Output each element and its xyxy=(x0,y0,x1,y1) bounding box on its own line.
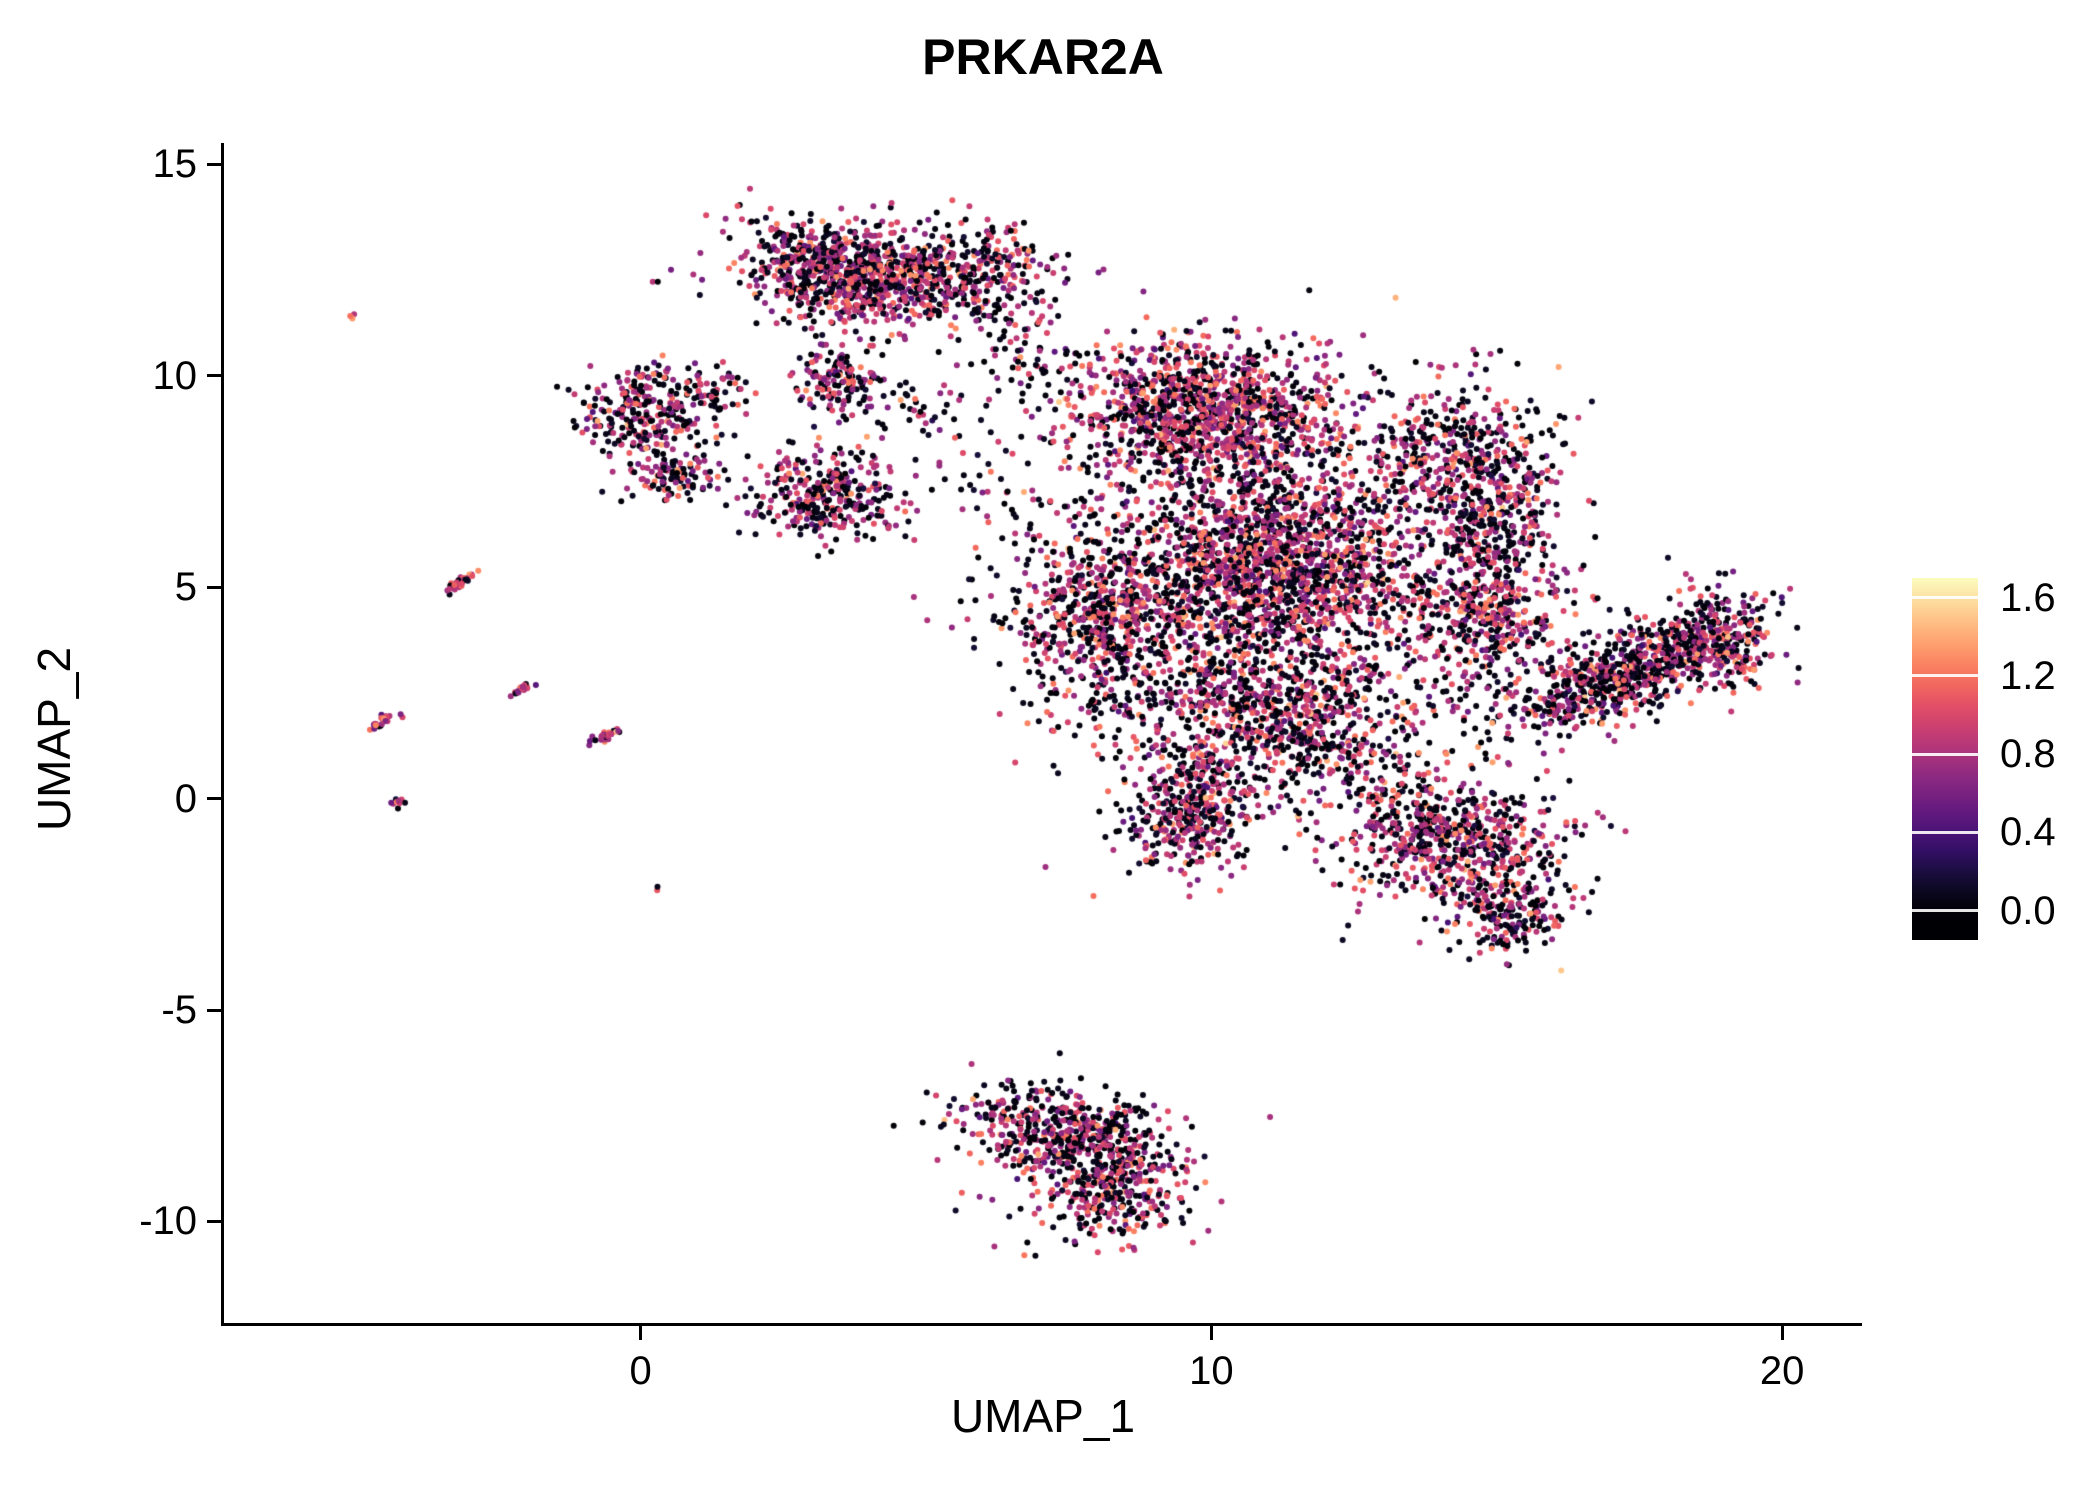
colorbar-break-line xyxy=(1912,830,1978,834)
x-tick-mark xyxy=(1780,1326,1784,1340)
colorbar-break-line xyxy=(1912,752,1978,756)
colorbar-tick-label: 0.4 xyxy=(2000,810,2056,855)
y-tick-mark xyxy=(207,585,221,589)
colorbar-tick-label: 0.8 xyxy=(2000,732,2056,777)
y-tick-label: 10 xyxy=(152,353,198,398)
y-tick-label: 0 xyxy=(174,776,197,821)
y-tick-label: 15 xyxy=(152,142,198,187)
y-tick-mark xyxy=(207,1219,221,1223)
colorbar-break-line xyxy=(1912,596,1978,600)
y-axis-line xyxy=(221,143,224,1326)
colorbar-break-line xyxy=(1912,909,1978,913)
y-tick-label: 5 xyxy=(174,565,197,610)
x-tick-mark xyxy=(639,1326,643,1340)
x-axis-line xyxy=(221,1323,1862,1326)
y-tick-label: -5 xyxy=(161,988,197,1033)
colorbar-tick-label: 1.2 xyxy=(2000,653,2056,698)
y-tick-mark xyxy=(207,162,221,166)
x-tick-label: 0 xyxy=(629,1349,652,1393)
x-tick-label: 10 xyxy=(1189,1349,1234,1393)
colorbar-break-line xyxy=(1912,674,1978,678)
colorbar-tick-label: 0.0 xyxy=(2000,888,2056,933)
y-tick-mark xyxy=(207,797,221,801)
y-tick-mark xyxy=(207,374,221,378)
colorbar-gradient xyxy=(1912,578,1978,940)
y-tick-mark xyxy=(207,1008,221,1012)
x-tick-mark xyxy=(1209,1326,1213,1340)
x-tick-label: 20 xyxy=(1759,1349,1805,1393)
plot-title: PRKAR2A xyxy=(922,29,1164,85)
x-axis-title: UMAP_1 xyxy=(950,1390,1136,1442)
scatter-canvas xyxy=(224,143,1862,1323)
colorbar-tick-label: 1.6 xyxy=(2000,575,2056,620)
y-tick-label: -10 xyxy=(139,1199,197,1244)
